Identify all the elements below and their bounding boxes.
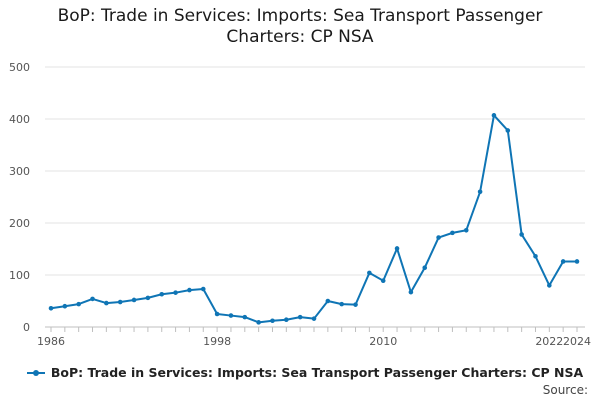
y-tick-label: 0 <box>23 321 30 334</box>
legend-swatch <box>26 369 45 376</box>
data-point[interactable] <box>491 113 497 118</box>
data-point[interactable] <box>48 305 54 311</box>
data-point[interactable] <box>228 313 234 318</box>
source-label: Source: <box>542 383 588 397</box>
y-tick-label: 400 <box>9 113 30 126</box>
data-point[interactable] <box>505 128 511 133</box>
data-point[interactable] <box>394 246 400 251</box>
data-point[interactable] <box>187 287 192 293</box>
data-point[interactable] <box>131 297 137 303</box>
data-point[interactable] <box>463 227 469 233</box>
data-point[interactable] <box>450 230 455 236</box>
data-point[interactable] <box>145 295 151 301</box>
x-axis: 1986 1998 2010 2022 2024 <box>37 327 591 348</box>
y-tick-label: 300 <box>9 165 30 178</box>
data-point[interactable] <box>284 317 289 323</box>
data-point[interactable] <box>325 298 331 304</box>
x-tick-label: 1998 <box>203 335 231 348</box>
y-axis: 0 100 200 300 400 500 <box>9 61 30 334</box>
data-point[interactable] <box>367 270 372 276</box>
series-line <box>50 114 577 324</box>
chart-title-line-1: BoP: Trade in Services: Imports: Sea Tra… <box>57 6 543 26</box>
x-tick-label: 2010 <box>369 335 397 348</box>
data-point[interactable] <box>214 311 220 317</box>
data-point[interactable] <box>533 253 538 259</box>
data-point[interactable] <box>311 316 317 321</box>
data-point[interactable] <box>117 299 123 305</box>
data-point[interactable] <box>339 301 344 307</box>
data-point[interactable] <box>242 314 248 320</box>
chart-title-line-2: Charters: CP NSA <box>226 27 374 47</box>
data-point[interactable] <box>408 289 414 295</box>
data-point[interactable] <box>76 301 81 307</box>
data-point[interactable] <box>519 232 524 237</box>
data-point[interactable] <box>200 286 206 292</box>
data-point[interactable] <box>270 318 275 324</box>
chart-title: BoP: Trade in Services: Imports: Sea Tra… <box>20 6 580 48</box>
x-tick-label: 2024 <box>563 335 591 348</box>
data-point[interactable] <box>159 291 165 297</box>
data-point[interactable] <box>256 320 261 325</box>
data-point[interactable] <box>173 290 178 295</box>
data-point[interactable] <box>104 300 109 306</box>
data-point[interactable] <box>90 296 95 302</box>
data-point[interactable] <box>380 278 386 284</box>
y-tick-label: 100 <box>9 269 30 282</box>
data-point[interactable] <box>547 283 552 288</box>
data-point[interactable] <box>422 265 428 271</box>
data-point[interactable] <box>353 302 358 307</box>
data-point[interactable] <box>436 235 441 240</box>
data-point[interactable] <box>62 303 68 309</box>
legend[interactable]: BoP: Trade in Services: Imports: Sea Tra… <box>20 365 590 380</box>
plot-area <box>48 113 580 325</box>
gridlines <box>45 66 585 328</box>
data-point[interactable] <box>560 259 566 264</box>
data-point[interactable] <box>297 314 303 320</box>
data-point[interactable] <box>574 259 580 264</box>
y-tick-label: 200 <box>9 217 30 230</box>
x-tick-label: 1986 <box>37 335 65 348</box>
legend-label: BoP: Trade in Services: Imports: Sea Tra… <box>50 365 584 380</box>
x-tick-label: 2022 <box>535 335 563 348</box>
data-point[interactable] <box>477 189 483 195</box>
y-tick-label: 500 <box>9 61 30 74</box>
